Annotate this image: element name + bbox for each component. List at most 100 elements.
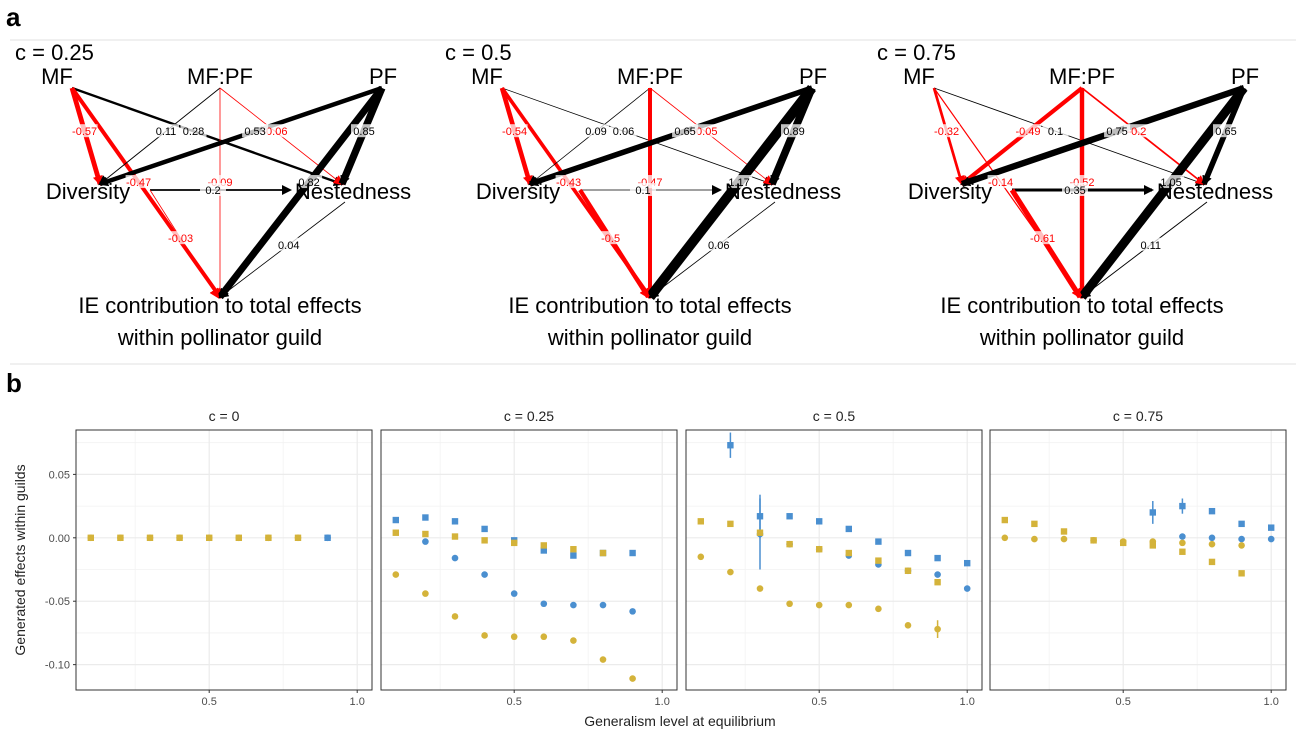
- facet-1: c = 0.25 0.5 1.0: [380, 408, 678, 708]
- point-blue-square: [422, 514, 429, 521]
- point-yellow-circle: [510, 633, 518, 641]
- point-blue-square: [904, 549, 912, 557]
- edge-mf-to-nestedness: [501, 87, 774, 187]
- node-ie-line1: IE contribution to total effects: [508, 293, 791, 318]
- point-blue-circle: [451, 554, 459, 562]
- x-tick-label: 0.5: [812, 696, 827, 708]
- node-mfpf: MF:PF: [187, 64, 253, 89]
- edge-coefficient: -0.43: [556, 177, 581, 189]
- edge-label-bg: [781, 124, 807, 138]
- edge-coefficient: 0.1: [1048, 126, 1063, 138]
- edge-label-bg: [1042, 124, 1069, 138]
- node-ie-line1: IE contribution to total effects: [940, 293, 1223, 318]
- node-mfpf: MF:PF: [1049, 64, 1115, 89]
- point-yellow-square: [570, 546, 577, 553]
- node-diversity: Diversity: [476, 179, 560, 204]
- edge-label-bg: [726, 175, 753, 189]
- edge-pf-to-ie: [217, 85, 385, 300]
- edge-label-bg: [180, 124, 207, 138]
- point-yellow-square: [422, 530, 429, 538]
- panel-b: b Generated effects within guilds Genera…: [6, 368, 1287, 729]
- facet-2: c = 0.5 0.5 1.0: [685, 408, 983, 708]
- point-blue-square: [481, 525, 488, 533]
- node-pf: PF: [369, 64, 397, 89]
- point-yellow-square: [1031, 520, 1038, 528]
- edge-label-bg: [1104, 124, 1131, 138]
- node-mf: MF: [903, 64, 935, 89]
- point-yellow-circle: [845, 601, 853, 609]
- edge-pf-to-ie: [646, 84, 816, 301]
- edge-label-bg: [153, 124, 179, 138]
- point-yellow-circle: [1238, 542, 1245, 549]
- point-yellow-square: [727, 520, 734, 528]
- point-blue-square: [1268, 524, 1275, 531]
- point-yellow-square: [1238, 570, 1245, 577]
- edge-coefficient: 0.1: [635, 185, 650, 197]
- edge-label-bg: [125, 175, 152, 189]
- edge-label-bg: [1123, 124, 1150, 138]
- point-blue-square: [1149, 509, 1156, 516]
- edge-label-bg: [275, 237, 302, 251]
- edge-coefficient: 0.85: [353, 126, 374, 138]
- data-points: [87, 534, 331, 542]
- point-yellow-circle: [1149, 538, 1157, 545]
- facet-title: c = 0.75: [1113, 408, 1163, 424]
- edge-label-bg: [351, 124, 377, 138]
- point-yellow-circle: [1208, 540, 1216, 548]
- node-ie-line1: IE contribution to total effects: [78, 293, 361, 318]
- node-ie-line2: within pollinator guild: [547, 325, 752, 350]
- point-yellow-circle: [294, 534, 302, 542]
- edge-label-bg: [987, 175, 1014, 189]
- edge-label-bg: [200, 183, 226, 196]
- point-blue-square: [816, 518, 823, 525]
- y-tick-label: 0.00: [49, 533, 70, 545]
- point-yellow-square: [875, 557, 882, 564]
- x-tick-label: 0.5: [202, 696, 217, 708]
- point-blue-circle: [599, 601, 607, 609]
- y-axis-label: Generated effects within guilds: [12, 464, 28, 655]
- point-yellow-circle: [117, 534, 124, 542]
- edge-coefficient: 0.65: [1215, 126, 1236, 138]
- facet-panels: c = 0 0.5 1.0 0.05 0.00 -0.05 -0.10 c = 0.25 0.5…: [45, 408, 1287, 708]
- node-mf: MF: [41, 64, 73, 89]
- nodes: MF MF:PF PF Diversity Nestedness IE contribut…: [471, 64, 841, 350]
- point-blue-circle: [510, 590, 518, 597]
- point-blue-circle: [481, 571, 488, 578]
- edge-pf-to-diversity: [98, 85, 383, 187]
- y-tick-label: -0.10: [45, 660, 70, 672]
- point-yellow-circle: [87, 534, 95, 542]
- edge-label-bg: [1158, 175, 1185, 189]
- edge-mf-to-nestedness: [71, 86, 344, 187]
- point-blue-square: [1238, 520, 1245, 528]
- point-yellow-circle: [205, 534, 213, 542]
- path-diagram-0: c = 0.25-0.570.28-0.470.11-0.06-0.090.53…: [15, 40, 411, 350]
- edge-label-bg: [555, 175, 582, 189]
- edge-label-bg: [1015, 124, 1041, 138]
- point-blue-square: [570, 552, 577, 559]
- point-yellow-square: [599, 549, 607, 557]
- point-blue-circle: [324, 534, 331, 542]
- node-diversity: Diversity: [908, 179, 992, 204]
- facet-title: c = 0: [209, 408, 240, 424]
- point-yellow-square: [392, 529, 399, 536]
- point-yellow-square: [786, 540, 793, 548]
- data-points: [1001, 498, 1275, 577]
- edge-mf-to-nestedness: [933, 87, 1206, 187]
- edge-label-bg: [1137, 237, 1164, 251]
- point-yellow-circle: [1179, 539, 1186, 547]
- point-yellow-square: [845, 549, 852, 557]
- grid: [990, 430, 1286, 690]
- point-blue-square: [964, 559, 971, 567]
- point-blue-square: [629, 549, 636, 557]
- edge-label-bg: [630, 183, 656, 196]
- node-ie-line2: within pollinator guild: [117, 325, 322, 350]
- edge-label-bg: [610, 124, 637, 138]
- edge-coefficient: 0.2: [205, 185, 220, 197]
- edge-pf-to-ie: [1078, 85, 1248, 300]
- edge-coefficient: 0.89: [783, 126, 804, 138]
- y-tick-label: 0.05: [49, 469, 70, 481]
- edge-label-bg: [583, 124, 609, 138]
- edge-coefficient: 0.35: [1064, 185, 1085, 197]
- data-points: [697, 432, 971, 638]
